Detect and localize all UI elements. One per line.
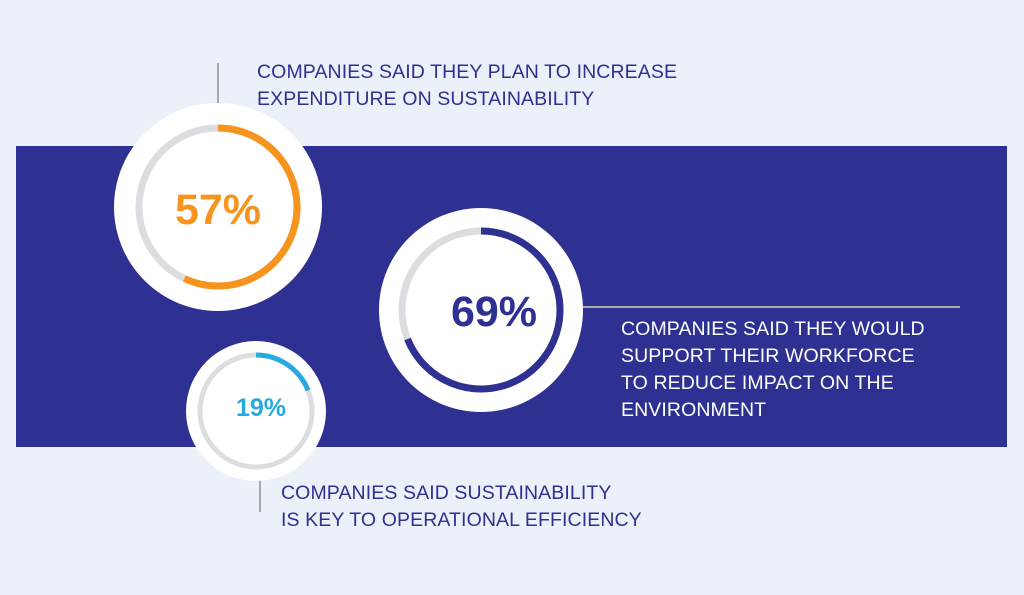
caption-69: COMPANIES SAID THEY WOULD SUPPORT THEIR … [621, 318, 925, 421]
gauge-69-disc [379, 208, 583, 412]
gauge-69-arc [404, 227, 564, 393]
gauge-57-disc [114, 103, 322, 311]
gauge-57-arc [182, 124, 301, 290]
caption-57: COMPANIES SAID THEY PLAN TO INCREASE EXP… [257, 61, 678, 110]
gauge-57-value-label: 57% [175, 186, 261, 234]
gauge-19-disc [186, 341, 326, 481]
caption-19: COMPANIES SAID SUSTAINABILITY IS KEY TO … [281, 482, 642, 531]
gauge-57: 57% [114, 103, 322, 311]
gauge-19-value-label: 19% [236, 394, 286, 422]
gauge-19: 19% [186, 341, 326, 481]
gauge-19-arc [255, 352, 311, 392]
gauge-69-value-label: 69% [451, 288, 537, 336]
gauge-69: 69% [379, 208, 583, 412]
